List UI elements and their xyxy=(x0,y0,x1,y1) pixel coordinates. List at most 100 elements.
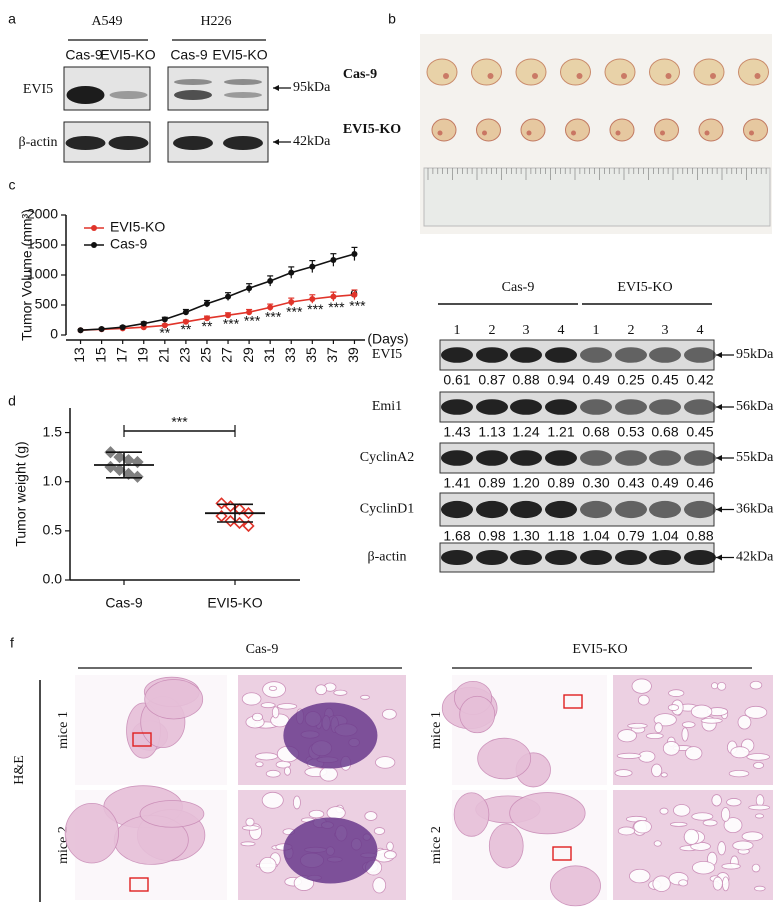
quantification: 1.20 xyxy=(512,475,539,491)
tissue xyxy=(685,746,703,761)
legend-label: Cas-9 xyxy=(110,236,148,252)
tissue xyxy=(509,792,586,835)
point xyxy=(330,293,337,300)
band xyxy=(684,549,716,566)
quantification: 0.53 xyxy=(617,424,644,440)
x-tick-label: 33 xyxy=(282,347,298,363)
band xyxy=(66,86,105,104)
tissue xyxy=(651,763,663,778)
point xyxy=(203,315,210,322)
band xyxy=(476,450,508,466)
tissue xyxy=(315,684,328,696)
tumor-spot xyxy=(437,130,443,136)
point xyxy=(351,251,358,257)
protein-label: CyclinA2 xyxy=(360,450,414,465)
point xyxy=(267,278,274,284)
tissue xyxy=(755,794,765,807)
row-label: mice 1 xyxy=(56,711,71,749)
group-label: EVI5-KO xyxy=(617,280,672,295)
tumor-region xyxy=(283,817,378,884)
tissue xyxy=(260,702,276,709)
tissue xyxy=(627,723,648,729)
quantification: 0.25 xyxy=(617,372,644,388)
quantification: 1.43 xyxy=(443,424,470,440)
tissue xyxy=(652,875,671,892)
y-tick-label: 1.5 xyxy=(43,423,63,439)
tissue xyxy=(319,766,338,782)
tissue xyxy=(670,821,688,827)
tumor xyxy=(476,118,501,142)
significance: *** xyxy=(244,313,261,329)
point xyxy=(288,299,295,305)
quantification: 0.68 xyxy=(651,424,678,440)
band xyxy=(580,549,612,566)
blot xyxy=(167,66,269,111)
tissue xyxy=(488,823,524,869)
point xyxy=(113,463,126,477)
band xyxy=(684,500,716,519)
significance: *** xyxy=(265,308,282,324)
quantification: 0.94 xyxy=(547,372,574,388)
band xyxy=(441,450,473,466)
tissue xyxy=(717,841,726,856)
legend-label: EVI5-KO xyxy=(110,219,165,235)
quantification: 1.04 xyxy=(651,528,678,544)
band xyxy=(649,549,681,566)
tissue xyxy=(333,689,348,696)
tissue xyxy=(746,753,771,761)
tissue xyxy=(549,865,601,907)
tissue xyxy=(375,756,396,769)
x-tick-label: 17 xyxy=(113,347,129,363)
tumor xyxy=(431,118,457,142)
band xyxy=(174,90,212,100)
tissue xyxy=(614,769,633,777)
point xyxy=(288,269,295,276)
x-tick-label: 21 xyxy=(156,347,172,363)
tissue xyxy=(453,792,490,837)
quantification: 1.13 xyxy=(478,424,505,440)
point xyxy=(309,263,316,270)
band xyxy=(109,91,148,99)
size-label: 42kDa xyxy=(736,550,774,565)
protein-label: Emi1 xyxy=(372,399,402,414)
band xyxy=(545,549,577,566)
inset-box xyxy=(132,732,152,747)
tumor-spot xyxy=(443,73,449,79)
tissue xyxy=(732,840,754,851)
quantification: 1.30 xyxy=(512,528,539,544)
protein-label: EVI5 xyxy=(23,82,53,97)
tissue xyxy=(255,752,278,761)
significance: *** xyxy=(349,297,366,313)
series-line xyxy=(80,294,355,331)
band xyxy=(545,347,577,363)
tissue xyxy=(241,692,262,706)
group-label: Cas-9 xyxy=(502,280,535,295)
tumor xyxy=(515,58,547,86)
x-tick-label: 19 xyxy=(134,347,150,363)
band xyxy=(684,347,716,363)
tumor xyxy=(565,118,590,142)
tissue xyxy=(754,885,766,892)
inset-box xyxy=(552,846,572,861)
quantification: 0.89 xyxy=(478,475,505,491)
x-tick-label: 23 xyxy=(177,347,193,363)
y-tick-label: 1500 xyxy=(27,236,58,252)
tumor-spot xyxy=(710,73,716,79)
band xyxy=(545,399,577,415)
tissue xyxy=(751,863,761,873)
quantification: 0.89 xyxy=(547,475,574,491)
tissue xyxy=(711,682,719,690)
protein-label: EVI5 xyxy=(372,347,402,362)
y-tick-label: 0.5 xyxy=(43,522,63,538)
quantification: 1.21 xyxy=(547,424,574,440)
band xyxy=(173,136,213,150)
point xyxy=(203,300,210,307)
band xyxy=(615,500,647,519)
tissue xyxy=(255,761,264,768)
group-label: EVI5-KO xyxy=(343,122,401,137)
point xyxy=(113,451,126,464)
point xyxy=(161,316,168,323)
tissue xyxy=(717,681,727,691)
band xyxy=(649,450,681,466)
band xyxy=(510,549,542,566)
